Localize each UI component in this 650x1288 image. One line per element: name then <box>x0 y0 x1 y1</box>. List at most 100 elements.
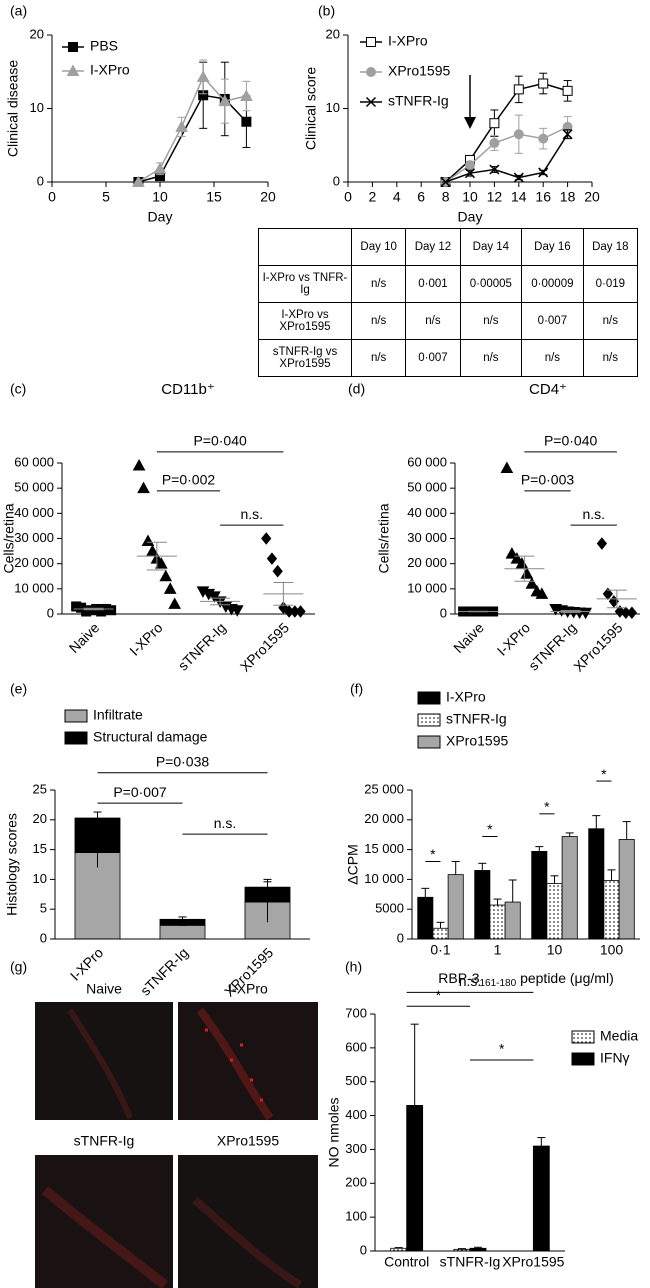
panel-label: (h) <box>345 959 362 975</box>
y-tick-label: 5000 <box>375 901 404 916</box>
series-line <box>445 133 569 183</box>
table-cell: Day 16 <box>521 228 584 266</box>
legend-label: XPro1595 <box>446 733 508 749</box>
y-tick-label: 30 000 <box>14 530 54 545</box>
table-row: sTNFR-Ig vs XPro1595 n/s 0·007 n/s n/s n/s <box>258 339 639 377</box>
y-tick-label: 50 000 <box>14 480 54 495</box>
legend-label: I-XPro <box>90 62 130 78</box>
legend-label: Media <box>600 1028 638 1044</box>
y-tick-label: 10 <box>326 100 340 115</box>
bracket-label: n.s. <box>582 506 605 522</box>
image-label: Naive <box>86 981 122 997</box>
y-axis-label: ΔCPM <box>345 844 361 884</box>
data-point <box>465 160 475 171</box>
y-tick-label: 40 000 <box>407 505 447 520</box>
bracket-label: P=0·007 <box>113 784 167 800</box>
data-point <box>489 138 500 149</box>
y-tick-label: 0 <box>37 173 44 188</box>
data-point <box>241 116 252 127</box>
data-point <box>175 120 188 132</box>
panel-label: (b) <box>318 3 335 19</box>
table-cell: n/s <box>521 339 584 377</box>
data-point <box>153 162 167 174</box>
image-label: XPro1595 <box>217 1133 279 1149</box>
data-point <box>272 564 283 578</box>
data-point <box>146 544 159 557</box>
p-value-table: Day 10 Day 12 Day 14 Day 16 Day 18 I-XPro vs … <box>258 228 639 377</box>
data-point <box>489 118 500 129</box>
y-tick-label: 200 <box>345 1175 367 1190</box>
bar <box>417 896 434 940</box>
bar <box>531 850 548 940</box>
x-tick-label: 2 <box>369 189 377 205</box>
legend-swatch <box>64 709 88 723</box>
y-axis-label: Histology scores <box>4 813 20 916</box>
table-cell: I-XPro vs XPro1595 <box>258 302 352 340</box>
bar <box>618 839 635 940</box>
data-point <box>141 534 155 547</box>
x-tick-label: 6 <box>417 189 425 205</box>
x-tick-label: 16 <box>535 189 551 205</box>
y-tick-label: 0 <box>397 930 404 945</box>
bar <box>588 828 605 940</box>
data-point <box>137 481 150 494</box>
y-tick-label: 20 <box>33 811 47 826</box>
data-point <box>168 597 181 609</box>
data-point <box>520 567 534 579</box>
y-tick-label: 100 <box>345 1209 367 1224</box>
panel-label: (g) <box>10 959 27 975</box>
y-tick-label: 15 <box>33 841 47 856</box>
bar <box>74 817 121 853</box>
data-point <box>525 577 539 589</box>
data-point <box>464 168 476 179</box>
y-tick-label: 300 <box>345 1141 367 1156</box>
legend-marker <box>66 64 80 76</box>
bracket-label: P=0·002 <box>162 472 216 488</box>
data-point <box>513 84 524 95</box>
legend-swatch <box>571 1030 595 1044</box>
y-tick-label: 20 000 <box>364 811 404 826</box>
y-tick-label: 0 <box>47 605 54 620</box>
table-cell: Day 10 <box>350 228 407 266</box>
data-point <box>562 129 573 140</box>
x-tick-label: 8 <box>442 189 450 205</box>
table-cell: n/s <box>459 339 523 377</box>
micrograph <box>178 1155 318 1288</box>
table-cell: 0·00005 <box>459 265 523 303</box>
data-point <box>513 172 524 183</box>
bar <box>432 927 449 940</box>
legend-label: I-XPro <box>388 33 428 49</box>
y-tick-label: 20 <box>30 26 44 41</box>
x-tick-label: sTNFR-Ig <box>440 1254 501 1270</box>
x-tick-label: 5 <box>102 189 110 205</box>
y-tick-label: 50 000 <box>407 480 447 495</box>
y-tick-label: 600 <box>345 1039 367 1054</box>
table-cell: n/s <box>350 339 407 377</box>
x-tick-label: XPro1595 <box>237 619 292 674</box>
bar <box>603 880 620 940</box>
y-tick-label: 5 <box>40 901 47 916</box>
bracket-label: n.s. <box>240 506 263 522</box>
legend-marker <box>366 37 376 47</box>
data-point <box>440 176 451 188</box>
table-cell: Day 18 <box>582 228 639 266</box>
x-tick-label: 14 <box>511 189 527 205</box>
legend-swatch <box>64 731 88 745</box>
data-point <box>218 94 232 107</box>
bracket-label: P=0·040 <box>193 433 247 449</box>
bar <box>561 836 578 940</box>
x-tick-label: 0 <box>344 189 352 205</box>
panel-label: (a) <box>10 3 27 19</box>
data-point <box>159 569 173 582</box>
table-cell: 0·007 <box>521 302 584 340</box>
series-line <box>445 82 568 183</box>
table-cell: n/s <box>582 302 639 340</box>
series-line <box>138 75 247 183</box>
bracket-label: P=0·003 <box>521 472 575 488</box>
table-cell: 0·007 <box>405 339 461 377</box>
x-tick-label: Naive <box>66 619 103 656</box>
legend-label: I-XPro <box>446 689 486 705</box>
data-point <box>295 605 306 618</box>
x-tick-label: Naive <box>450 619 487 656</box>
table-cell: n/s <box>405 302 461 340</box>
